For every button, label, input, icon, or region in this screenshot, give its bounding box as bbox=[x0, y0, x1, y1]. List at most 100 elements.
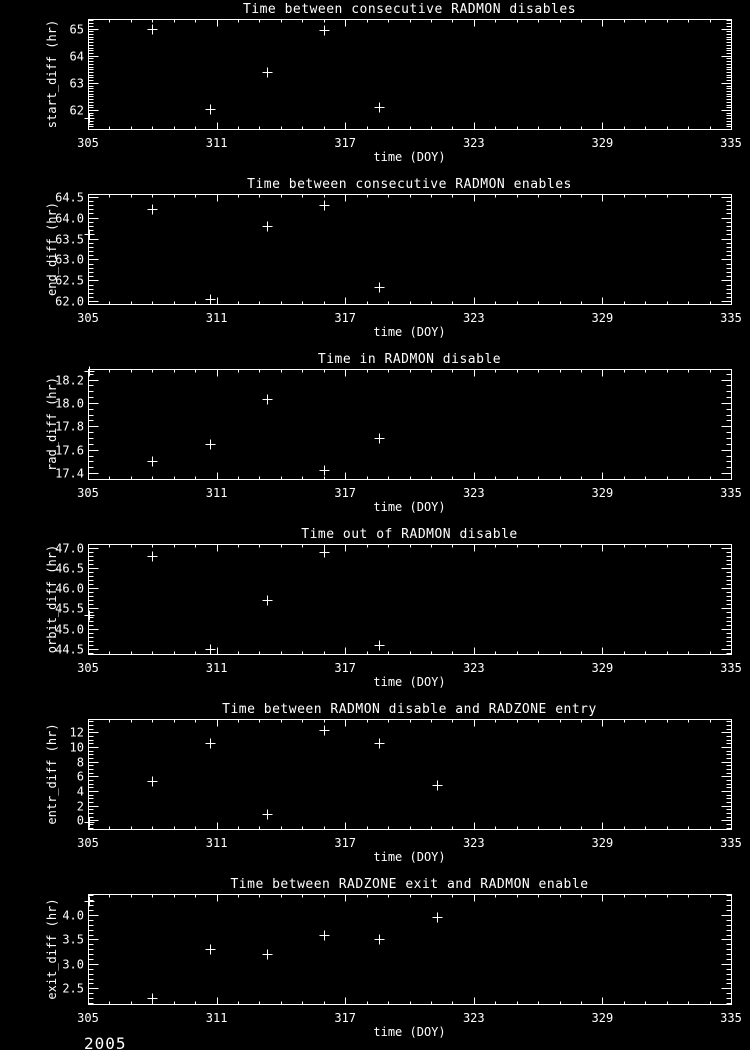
x-axis-label: time (DOY) bbox=[373, 325, 445, 339]
x-tick-label: 317 bbox=[334, 486, 356, 500]
y-tick-label: 17.4 bbox=[55, 467, 84, 481]
data-point-marker bbox=[84, 610, 95, 621]
y-tick-label: 4 bbox=[77, 785, 84, 799]
y-tick-label: 18.0 bbox=[55, 397, 84, 411]
x-tick-label: 317 bbox=[334, 311, 356, 325]
data-point-marker bbox=[205, 944, 216, 955]
x-tick-label: 335 bbox=[720, 486, 742, 500]
y-tick-label: 18.2 bbox=[55, 374, 84, 388]
subplot-6: Time between RADZONE exit and RADMON ena… bbox=[45, 877, 742, 1039]
x-tick-label: 311 bbox=[206, 1011, 228, 1025]
y-tick-label: 65 bbox=[70, 23, 84, 37]
x-tick-label: 305 bbox=[77, 311, 99, 325]
x-axis-label: time (DOY) bbox=[373, 500, 445, 514]
subplot-3: Time in RADMON disable 305 311 317 323 329 335… bbox=[45, 352, 742, 514]
x-tick-label: 323 bbox=[463, 836, 485, 850]
x-tick-label: 329 bbox=[592, 136, 614, 150]
x-tick-label: 317 bbox=[334, 836, 356, 850]
y-tick-label: 64 bbox=[70, 50, 84, 64]
data-point-marker bbox=[84, 113, 95, 124]
x-tick-label: 335 bbox=[720, 311, 742, 325]
x-axis-label: time (DOY) bbox=[373, 150, 445, 164]
y-axis-label: entr_diff (hr) bbox=[45, 723, 59, 824]
x-tick-label: 305 bbox=[77, 661, 99, 675]
subplot-1: Time between consecutive RADMON disables… bbox=[45, 2, 742, 164]
y-axis-label: rad_diff (hr) bbox=[45, 377, 59, 471]
y-tick-label: 3.0 bbox=[62, 958, 84, 972]
plot-box bbox=[88, 544, 732, 655]
data-point-marker bbox=[262, 949, 273, 960]
x-tick-label: 311 bbox=[206, 486, 228, 500]
data-point-marker bbox=[84, 366, 95, 377]
y-tick-label: 47.0 bbox=[55, 542, 84, 556]
plot-title: Time between RADMON disable and RADZONE … bbox=[222, 702, 597, 717]
data-point-marker bbox=[374, 102, 385, 113]
plot-box bbox=[88, 894, 732, 1005]
data-point-marker bbox=[205, 104, 216, 115]
data-point-marker bbox=[319, 930, 330, 941]
data-point-marker bbox=[262, 394, 273, 405]
data-point-marker bbox=[262, 67, 273, 78]
x-tick-label: 317 bbox=[334, 661, 356, 675]
y-tick-label: 64.0 bbox=[55, 212, 84, 226]
data-point-marker bbox=[374, 282, 385, 293]
x-tick-label: 311 bbox=[206, 136, 228, 150]
x-tick-label: 329 bbox=[592, 836, 614, 850]
data-point-marker bbox=[147, 776, 158, 787]
x-tick-label: 311 bbox=[206, 661, 228, 675]
x-tick-label: 335 bbox=[720, 836, 742, 850]
y-tick-label: 0 bbox=[77, 814, 84, 828]
data-point-marker bbox=[205, 439, 216, 450]
x-tick-label: 329 bbox=[592, 311, 614, 325]
x-axis-label: time (DOY) bbox=[373, 850, 445, 864]
plot-title: Time between consecutive RADMON disables bbox=[243, 2, 576, 17]
x-tick-label: 317 bbox=[334, 136, 356, 150]
data-point-marker bbox=[262, 221, 273, 232]
data-point-marker bbox=[205, 738, 216, 749]
data-point-marker bbox=[84, 229, 95, 240]
x-tick-label: 311 bbox=[206, 311, 228, 325]
data-point-marker bbox=[374, 934, 385, 945]
data-point-marker bbox=[319, 547, 330, 558]
subplot-2: Time between consecutive RADMON enables 3… bbox=[45, 177, 742, 339]
x-axis-label: time (DOY) bbox=[373, 675, 445, 689]
data-point-marker bbox=[374, 640, 385, 651]
plot-box bbox=[88, 194, 732, 305]
x-tick-label: 335 bbox=[720, 136, 742, 150]
plot-title: Time out of RADMON disable bbox=[301, 527, 518, 542]
y-tick-label: 44.5 bbox=[55, 643, 84, 657]
data-point-marker bbox=[319, 25, 330, 36]
x-tick-label: 305 bbox=[77, 836, 99, 850]
y-tick-label: 63.0 bbox=[55, 253, 84, 267]
x-tick-label: 335 bbox=[720, 661, 742, 675]
x-tick-label: 323 bbox=[463, 311, 485, 325]
plot-box bbox=[88, 19, 732, 130]
x-tick-label: 323 bbox=[463, 136, 485, 150]
data-point-marker bbox=[432, 912, 443, 923]
y-tick-label: 45.0 bbox=[55, 623, 84, 637]
data-point-marker bbox=[432, 780, 443, 791]
data-point-marker bbox=[147, 551, 158, 562]
y-tick-label: 64.5 bbox=[55, 191, 84, 205]
data-point-marker bbox=[147, 204, 158, 215]
x-tick-label: 323 bbox=[463, 661, 485, 675]
x-tick-label: 335 bbox=[720, 1011, 742, 1025]
data-point-marker bbox=[319, 200, 330, 211]
y-tick-label: 46.5 bbox=[55, 562, 84, 576]
data-point-marker bbox=[374, 738, 385, 749]
y-tick-label: 2.5 bbox=[62, 982, 84, 996]
y-tick-label: 3.5 bbox=[62, 933, 84, 947]
y-axis-label: exit_diff (hr) bbox=[45, 898, 59, 999]
y-axis-label: start_diff (hr) bbox=[45, 20, 59, 128]
data-point-marker bbox=[262, 809, 273, 820]
year-label: 2005 bbox=[84, 1034, 127, 1050]
data-point-marker bbox=[147, 456, 158, 467]
x-tick-label: 311 bbox=[206, 836, 228, 850]
plot-title: Time between RADZONE exit and RADMON ena… bbox=[230, 877, 588, 892]
x-tick-label: 329 bbox=[592, 486, 614, 500]
y-tick-label: 63.5 bbox=[55, 233, 84, 247]
y-tick-label: 62.5 bbox=[55, 274, 84, 288]
plot-title: Time between consecutive RADMON enables bbox=[247, 177, 572, 192]
